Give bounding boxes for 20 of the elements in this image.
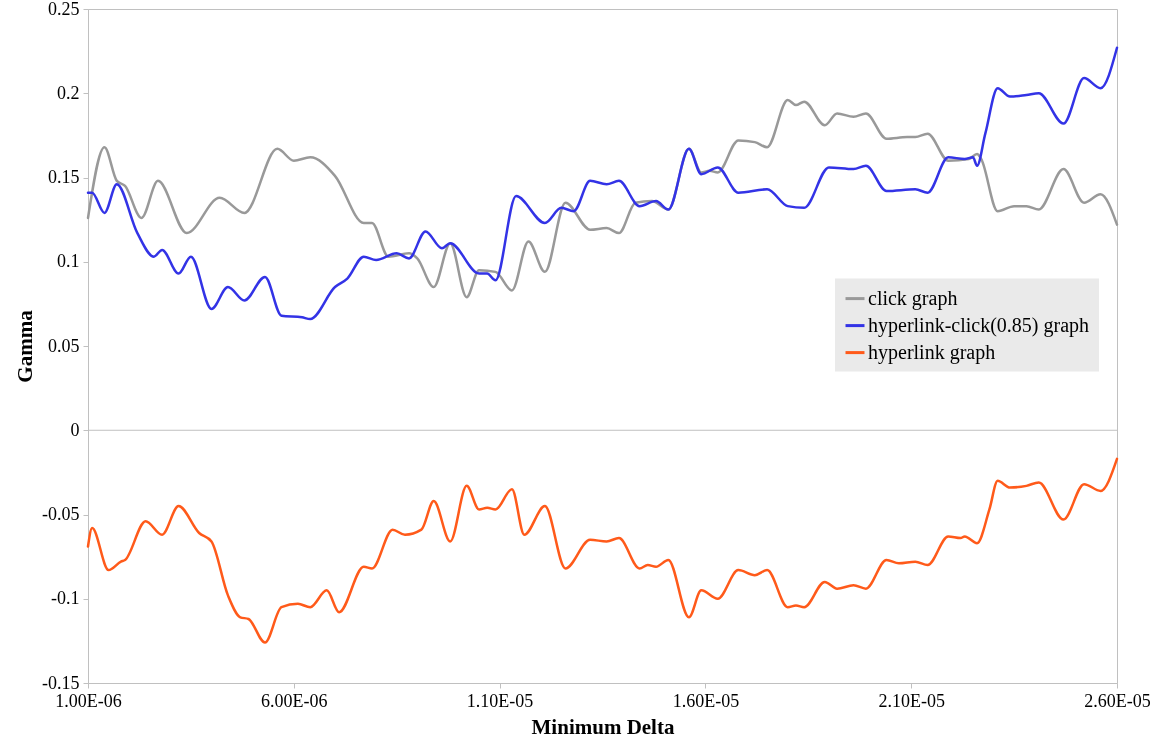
y-axis-title: Gamma: [13, 309, 38, 383]
legend-label: click graph: [868, 286, 958, 310]
y-tick-label: 0.25: [48, 0, 80, 19]
x-tick-label: 1.60E-05: [672, 690, 740, 711]
y-tick-label: 0.15: [48, 167, 80, 187]
y-tick-label: 0.1: [57, 251, 80, 272]
y-tick-label: -0.1: [51, 588, 80, 609]
y-tick-label: 0: [70, 419, 80, 440]
legend-label: hyperlink graph: [868, 340, 996, 364]
x-tick-label: 1.10E-05: [466, 690, 534, 711]
y-tick-label: -0.15: [42, 672, 80, 693]
x-tick-label: 1.00E-06: [55, 690, 122, 711]
x-tick-label: 2.10E-05: [878, 690, 945, 711]
x-tick-label: 6.00E-06: [261, 690, 328, 711]
y-tick-label: 0.2: [57, 82, 80, 103]
x-axis-title: Minimum Delta: [531, 714, 675, 739]
y-tick-label: -0.05: [42, 504, 80, 524]
x-tick-label: 2.60E-05: [1084, 690, 1151, 711]
legend-label: hyperlink-click(0.85) graph: [868, 313, 1090, 337]
y-tick-label: 0.05: [48, 335, 80, 356]
